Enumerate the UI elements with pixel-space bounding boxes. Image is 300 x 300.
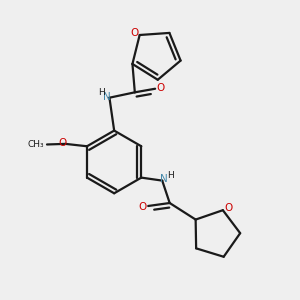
Text: H: H xyxy=(167,171,174,180)
Text: O: O xyxy=(224,203,232,213)
Text: H: H xyxy=(98,88,104,97)
Text: O: O xyxy=(58,138,67,148)
Text: O: O xyxy=(139,202,147,212)
Text: O: O xyxy=(156,83,165,93)
Text: CH₃: CH₃ xyxy=(28,140,45,149)
Text: O: O xyxy=(130,28,138,38)
Text: N: N xyxy=(103,92,111,102)
Text: N: N xyxy=(160,174,168,184)
